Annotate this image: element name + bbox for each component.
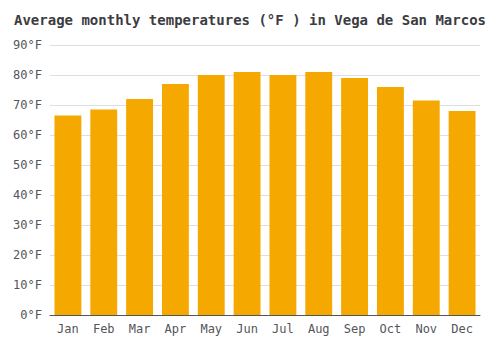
svg-text:50°F: 50°F: [13, 158, 42, 172]
svg-text:Oct: Oct: [380, 322, 402, 336]
svg-text:60°F: 60°F: [13, 128, 42, 142]
svg-text:Sep: Sep: [344, 322, 366, 336]
svg-text:Aug: Aug: [308, 322, 330, 336]
svg-text:Average monthly temperatures (: Average monthly temperatures (°F ) in Ve…: [14, 12, 486, 28]
svg-text:0°F: 0°F: [20, 308, 42, 322]
svg-text:May: May: [200, 322, 222, 336]
svg-text:70°F: 70°F: [13, 98, 42, 112]
svg-text:Jan: Jan: [57, 322, 79, 336]
svg-text:10°F: 10°F: [13, 278, 42, 292]
svg-text:80°F: 80°F: [13, 68, 42, 82]
svg-text:Apr: Apr: [165, 322, 187, 336]
svg-text:Jul: Jul: [272, 322, 294, 336]
svg-text:90°F: 90°F: [13, 38, 42, 52]
svg-text:30°F: 30°F: [13, 218, 42, 232]
svg-text:Dec: Dec: [451, 322, 473, 336]
svg-text:20°F: 20°F: [13, 248, 42, 262]
svg-text:Jun: Jun: [236, 322, 258, 336]
svg-text:Feb: Feb: [93, 322, 115, 336]
svg-text:Nov: Nov: [415, 322, 437, 336]
svg-text:Mar: Mar: [129, 322, 151, 336]
svg-text:40°F: 40°F: [13, 188, 42, 202]
